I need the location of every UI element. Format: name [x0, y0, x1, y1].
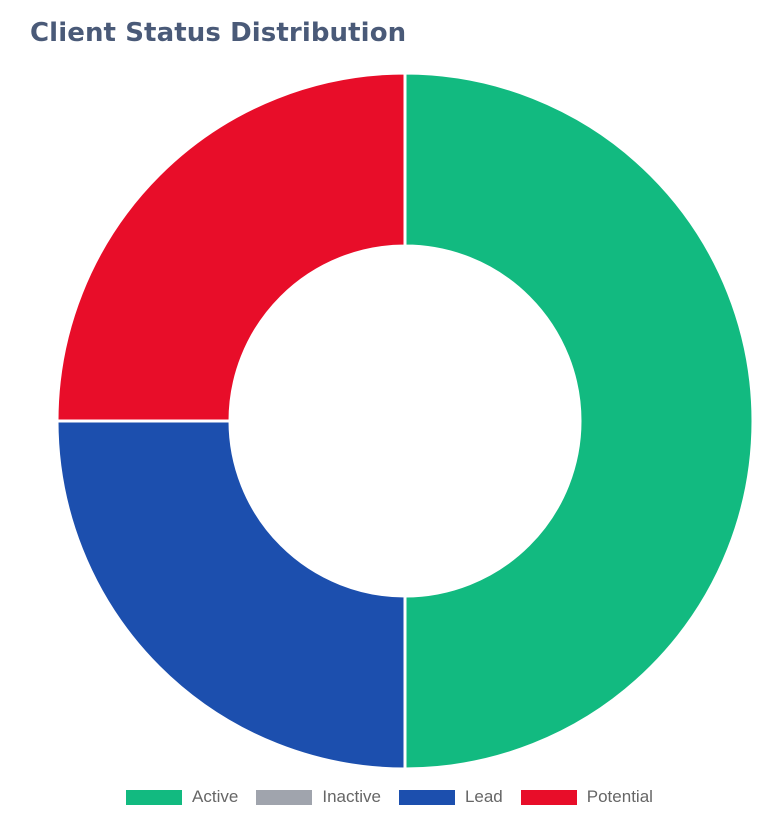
legend-item-lead[interactable]: Lead — [398, 787, 503, 807]
legend-item-inactive[interactable]: Inactive — [256, 787, 381, 807]
legend-label-potential: Potential — [586, 787, 653, 806]
donut-slices — [55, 71, 755, 771]
legend-label-active: Active — [192, 787, 239, 806]
legend-swatch-active — [126, 789, 183, 805]
slice-lead[interactable] — [55, 419, 407, 771]
chart-title: Client Status Distribution — [30, 18, 407, 48]
legend-swatch-potential — [520, 789, 577, 805]
legend-item-active[interactable]: Active — [126, 787, 238, 807]
chart-legend: Active Inactive Lead Potential — [0, 784, 779, 810]
legend-label-lead: Lead — [464, 787, 503, 806]
legend-label-inactive: Inactive — [322, 787, 381, 806]
legend-swatch-lead — [398, 789, 455, 805]
legend-swatch-inactive — [256, 789, 313, 805]
slice-potential[interactable] — [55, 71, 407, 423]
legend-item-potential[interactable]: Potential — [520, 787, 653, 807]
slice-active[interactable] — [403, 71, 755, 771]
